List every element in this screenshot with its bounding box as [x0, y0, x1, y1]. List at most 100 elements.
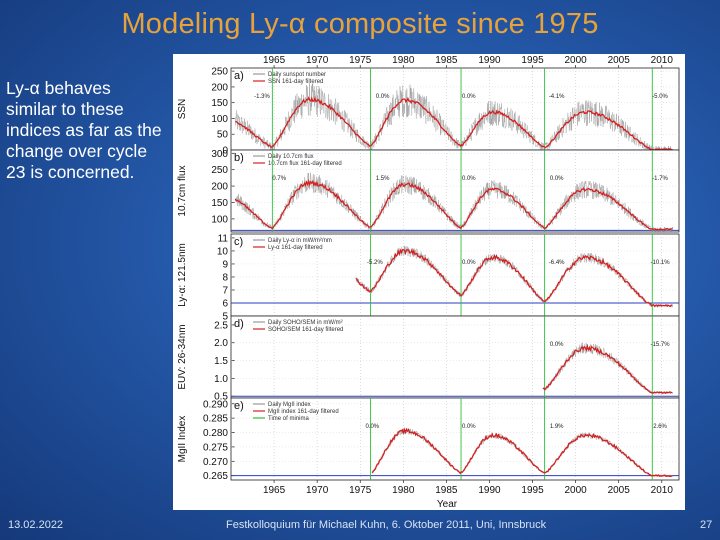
xtick-label-bottom-5: 1990: [478, 485, 501, 496]
ytick-label-a-4: 200: [211, 82, 228, 93]
panel-frame-c: [230, 233, 680, 317]
x-axis-top: 1965 1970 1975 1980 1985 1990 1995 2000 2005 2010: [263, 55, 673, 68]
ylabel-c: Ly-α: 121.5nm: [177, 243, 188, 307]
xtick-label-top-8: 2005: [608, 55, 631, 66]
annotation-a-2: 0.0%: [462, 94, 476, 100]
annotation-b-2: 0.0%: [462, 176, 476, 182]
ytick-label-c-2: 7: [222, 285, 228, 296]
panel-label-d: d): [234, 318, 244, 330]
ytick-label-c-6: 11: [218, 233, 229, 244]
footer-credit: Festkolloquium für Michael Kuhn, 6. Okto…: [226, 519, 547, 531]
ytick-label-e-3: 0.280: [203, 428, 228, 439]
panels-layer: 0 50 100 150 200 250 SSN a) Daily sunspot number…: [177, 67, 680, 482]
annotation-b-4: -1.7%: [652, 176, 668, 182]
ytick-label-d-0: 0.5: [214, 392, 228, 403]
xtick-label-top-2: 1975: [349, 55, 372, 66]
annotation-a-3: -4.1%: [549, 94, 565, 100]
filtered-series-e: [371, 427, 673, 478]
xtick-label-bottom-8: 2005: [608, 485, 631, 496]
annotation-e-1: 0.0%: [462, 424, 476, 430]
footer-date: 13.02.2022: [8, 519, 64, 531]
ytick-label-b-4: 300: [211, 149, 228, 160]
annotation-b-3: 0.0%: [550, 176, 564, 182]
xtick-label-bottom-9: 2010: [651, 485, 674, 496]
legend-entry-e-0: Daily MgII index: [268, 402, 311, 408]
legend-entry-a-1: SSN 161-day filtered: [268, 79, 323, 85]
ytick-label-c-5: 10: [217, 246, 229, 257]
panel-b: 100 150 200 250 300 10.7cm flux b) Daily 10.7cm…: [177, 149, 680, 233]
legend-entry-e-1: MgII index 161-day filtered: [268, 409, 339, 415]
xtick-label-bottom-0: 1965: [263, 485, 286, 496]
ylabel-d: EUV: 26-34nm: [177, 324, 188, 389]
filtered-series-c: [355, 248, 673, 308]
slide-title: Modeling Ly-α composite since 1975: [121, 8, 599, 40]
legend-entry-b-0: Daily 10.7cm flux: [268, 154, 314, 160]
panel-label-b: b): [234, 152, 244, 164]
legend-entry-b-1: 10.7cm flux 161-day filtered: [268, 161, 342, 167]
annotation-c-1: 0.0%: [462, 260, 476, 266]
xtick-label-top-6: 1995: [521, 55, 544, 66]
ytick-label-a-1: 50: [217, 130, 229, 141]
annotation-b-0: 0.7%: [272, 176, 286, 182]
xtick-label-top-1: 1970: [306, 55, 329, 66]
filtered-series-d: [542, 344, 673, 395]
annotation-e-0: 0.0%: [365, 424, 379, 430]
annotation-d-1: -15.7%: [651, 342, 671, 348]
ytick-label-d-2: 1.5: [214, 356, 228, 367]
ytick-label-a-3: 150: [211, 98, 228, 109]
ylabel-b: 10.7cm flux: [177, 165, 188, 216]
ytick-label-a-2: 100: [211, 114, 228, 125]
ytick-label-c-4: 9: [222, 259, 228, 270]
annotation-a-4: -5.0%: [652, 94, 668, 100]
composite-figure: 0 50 100 150 200 250 SSN a) Daily sunspot number…: [173, 54, 685, 510]
legend-entry-d-1: SOHO/SEM 161-day filtered: [268, 327, 343, 333]
x-axis-label: Year: [437, 499, 458, 510]
xtick-label-top-7: 2000: [564, 55, 587, 66]
ytick-label-a-0: 0: [222, 146, 228, 157]
filtered-series-a: [235, 96, 673, 151]
xtick-label-bottom-1: 1970: [306, 485, 329, 496]
ytick-label-b-0: 100: [211, 214, 228, 225]
xtick-label-bottom-2: 1975: [349, 485, 372, 496]
panel-c: 5 6 7 8 9 10 11 Ly-α: 121.5nm c) Daily Ly-α in mW…: [177, 233, 680, 323]
ytick-label-b-1: 150: [211, 198, 228, 209]
filtered-series-b: [234, 178, 673, 231]
ytick-label-b-2: 200: [211, 182, 228, 193]
annotation-c-2: -6.4%: [549, 260, 565, 266]
xtick-label-bottom-3: 1980: [392, 485, 415, 496]
annotation-d-0: 0.0%: [550, 342, 564, 348]
page-number: 27: [700, 519, 713, 531]
xtick-label-top-9: 2010: [651, 55, 674, 66]
annotation-b-1: 1.5%: [376, 176, 390, 182]
ytick-label-e-4: 0.285: [203, 414, 228, 425]
ytick-label-e-2: 0.275: [203, 442, 228, 453]
panel-label-c: c): [234, 236, 243, 248]
ytick-label-c-3: 8: [222, 272, 228, 283]
annotation-c-3: -10.1%: [651, 260, 671, 266]
panel-e: 0.265 0.270 0.275 0.280 0.285 0.290 MgII Index…: [177, 397, 680, 482]
panel-frame-a: [230, 67, 680, 151]
legend-entry-c-0: Daily Ly-α in mW/m²/nm: [268, 238, 332, 244]
legend-entry-c-1: Ly-α 161-day filtered: [268, 245, 323, 251]
xtick-label-bottom-7: 2000: [564, 485, 587, 496]
ytick-label-d-1: 1.0: [214, 374, 228, 385]
xtick-label-bottom-6: 1995: [521, 485, 544, 496]
ytick-label-b-3: 250: [211, 165, 228, 176]
xtick-label-bottom-4: 1985: [435, 485, 458, 496]
annotation-e-2: 1.9%: [550, 424, 564, 430]
lyman-alpha-composite-chart: 0 50 100 150 200 250 SSN a) Daily sunspot number…: [177, 55, 680, 510]
panel-label-e: e): [234, 400, 244, 412]
legend-entry-d-0: Daily SOHO/SEM in mW/m²: [268, 320, 343, 326]
annotation-a-0: -1.3%: [254, 94, 270, 100]
ytick-label-c-0: 5: [222, 312, 228, 323]
side-text: Ly-α behaves similar to these indices as…: [6, 78, 162, 182]
xtick-label-top-3: 1980: [392, 55, 415, 66]
legend-entry-a-0: Daily sunspot number: [268, 72, 326, 78]
daily-series-a: [235, 82, 674, 151]
annotation-a-1: 0.0%: [376, 94, 390, 100]
panel-a: 0 50 100 150 200 250 SSN a) Daily sunspot number…: [177, 67, 680, 157]
panel-frame-d: [230, 315, 680, 399]
ytick-label-a-5: 250: [211, 67, 228, 78]
legend-entry-e-2: Time of minima: [268, 416, 309, 422]
x-axis-bottom: 1965 1970 1975 1980 1985 1990 1995 2000 2005 2010: [263, 480, 673, 496]
